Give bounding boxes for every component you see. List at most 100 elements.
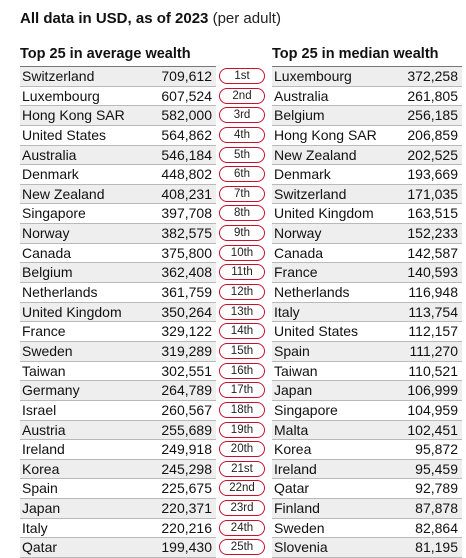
- wealth-value: 264,789: [161, 382, 212, 399]
- country-name: France: [274, 264, 318, 281]
- rank-badge: 4th: [219, 126, 265, 143]
- rank-cell: 23rd: [219, 499, 265, 519]
- wealth-value: 249,918: [161, 441, 212, 458]
- country-name: Taiwan: [22, 362, 66, 379]
- wealth-value: 110,521: [408, 362, 458, 379]
- table-row: Qatar 92,789: [272, 479, 462, 500]
- rank-badge: 24th: [219, 519, 265, 536]
- wealth-value: 362,408: [161, 264, 212, 281]
- wealth-value: 113,754: [408, 303, 458, 320]
- rank-badge: 11th: [219, 264, 265, 281]
- rank-cell: 1st: [219, 67, 265, 87]
- wealth-value: 319,289: [161, 342, 212, 359]
- table-row: Belgium 256,185: [272, 106, 462, 126]
- rank-cell: 8th: [219, 204, 265, 224]
- country-name: Singapore: [22, 205, 86, 222]
- rank-badge: 14th: [219, 323, 265, 340]
- table-row: New Zealand 408,231: [20, 184, 216, 205]
- country-name: Spain: [22, 480, 58, 497]
- table-row: Taiwan 110,521: [272, 362, 462, 382]
- rank-cell: 15th: [219, 342, 265, 362]
- wealth-value: 582,000: [161, 107, 212, 124]
- table-row: Netherlands 361,759: [20, 283, 216, 303]
- wealth-value: 152,233: [407, 225, 458, 242]
- rank-badge: 2nd: [219, 87, 265, 104]
- country-name: Sweden: [274, 519, 325, 536]
- wealth-value: 202,525: [407, 146, 458, 163]
- wealth-value: 408,231: [161, 185, 212, 202]
- rank-cell: 9th: [219, 224, 265, 244]
- country-name: Denmark: [22, 166, 79, 183]
- table-row: France 329,122: [20, 322, 216, 342]
- country-name: New Zealand: [22, 185, 105, 202]
- rank-cell: 7th: [219, 185, 265, 205]
- wealth-value: 302,551: [161, 362, 212, 379]
- table-row: Korea 95,872: [272, 440, 462, 460]
- page-title: All data in USD, as of 2023 (per adult): [20, 9, 281, 29]
- rank-badge: 12th: [219, 284, 265, 301]
- table-row: Malta 102,451: [272, 420, 462, 441]
- table-row: Hong Kong SAR 206,859: [272, 126, 462, 146]
- table-row: Luxembourg 607,524: [20, 87, 216, 107]
- rank-badge: 3rd: [219, 107, 265, 124]
- wealth-value: 255,689: [161, 421, 212, 438]
- wealth-value: 245,298: [161, 460, 212, 477]
- country-name: Italy: [274, 303, 300, 320]
- wealth-value: 111,270: [409, 342, 458, 359]
- wealth-value: 106,999: [407, 382, 458, 399]
- country-name: Germany: [22, 382, 80, 399]
- table-row: Belgium 362,408: [20, 263, 216, 284]
- wealth-value: 361,759: [161, 284, 212, 301]
- wealth-value: 350,264: [161, 303, 212, 320]
- country-name: Australia: [274, 87, 329, 104]
- country-name: Ireland: [22, 441, 65, 458]
- country-name: Taiwan: [274, 362, 318, 379]
- table-row: Spain 225,675: [20, 479, 216, 500]
- wealth-value: 448,802: [161, 166, 212, 183]
- wealth-value: 220,216: [161, 519, 212, 536]
- country-name: United States: [22, 126, 107, 143]
- rank-cell: 13th: [219, 303, 265, 323]
- country-name: Singapore: [274, 401, 338, 418]
- country-name: Slovenia: [274, 539, 328, 556]
- country-name: Japan: [274, 382, 313, 399]
- wealth-value: 372,258: [407, 68, 458, 84]
- table-row: Denmark 448,802: [20, 165, 216, 185]
- country-name: Netherlands: [22, 284, 98, 301]
- table-row: Netherlands 116,948: [272, 283, 462, 303]
- country-name: Switzerland: [274, 185, 347, 202]
- rank-column: 1st 2nd 3rd 4th 5th 6th 7th 8th 9th 10th 11th 12th 1…: [219, 67, 265, 558]
- rank-badge: 6th: [219, 166, 265, 183]
- country-name: Spain: [274, 342, 310, 359]
- wealth-value: 256,185: [407, 107, 458, 124]
- median-wealth-table: Top 25 in median wealth Luxembourg 372,25…: [272, 44, 462, 558]
- country-name: Ireland: [274, 460, 317, 477]
- country-name: Netherlands: [274, 284, 350, 301]
- wealth-value: 87,878: [415, 500, 458, 517]
- country-name: Canada: [22, 244, 72, 261]
- rank-cell: 11th: [219, 263, 265, 283]
- rank-cell: 3rd: [219, 106, 265, 126]
- wealth-value: 171,035: [407, 185, 458, 202]
- table-row: Canada 375,800: [20, 244, 216, 264]
- rank-badge: 17th: [219, 382, 265, 399]
- table-row: Finland 87,878: [272, 499, 462, 519]
- rank-badge: 21st: [219, 460, 265, 477]
- wealth-value: 546,184: [161, 146, 212, 163]
- wealth-value: 163,515: [407, 205, 458, 222]
- rank-cell: 10th: [219, 244, 265, 264]
- wealth-value: 81,195: [415, 539, 458, 556]
- country-name: Malta: [274, 421, 309, 438]
- rank-cell: 17th: [219, 381, 265, 401]
- table-row: Ireland 249,918: [20, 440, 216, 460]
- table-row: Germany 264,789: [20, 381, 216, 401]
- rank-badge: 23rd: [219, 500, 265, 517]
- rank-cell: 20th: [219, 440, 265, 460]
- title-main: All data in USD, as of 2023: [20, 10, 209, 27]
- table-row: France 140,593: [272, 263, 462, 284]
- wealth-value: 206,859: [407, 126, 458, 143]
- table-row: Luxembourg 372,258: [272, 67, 462, 87]
- table-row: Australia 261,805: [272, 87, 462, 107]
- table-row: Norway 152,233: [272, 224, 462, 244]
- rank-badge: 10th: [219, 244, 265, 261]
